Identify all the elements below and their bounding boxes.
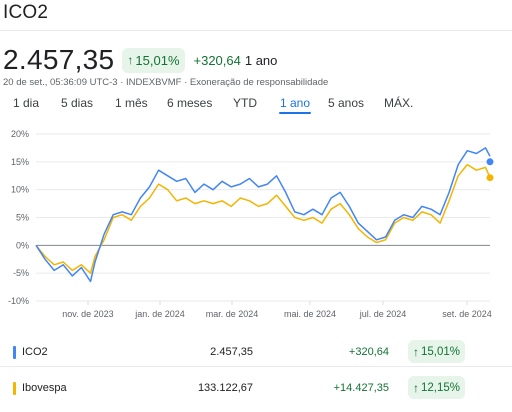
comparison-change-pct-badge: ↑ 15,01%	[408, 340, 466, 363]
x-tick-label: nov. de 2023	[62, 309, 113, 319]
x-tick-label: jan. de 2024	[134, 309, 185, 319]
comparison-change-abs: +320,64	[348, 346, 389, 358]
change-period: 1 ano	[244, 52, 278, 68]
chart-series	[35, 147, 494, 283]
comparison-change-pct-badge: ↑ 12,15%	[408, 376, 466, 399]
x-tick-label: jul. de 2024	[359, 309, 407, 319]
x-tick-label: mai. de 2024	[284, 309, 336, 319]
y-tick-label: 20%	[11, 129, 29, 139]
tab-6-months[interactable]: 6 meses	[167, 96, 213, 110]
tab-max[interactable]: MÁX.	[384, 96, 414, 110]
x-tick-label: set. de 2024	[442, 309, 492, 319]
y-tick-label: 15%	[11, 157, 29, 167]
tab-5-days[interactable]: 5 dias	[61, 96, 94, 110]
quote-summary: 2.457,35 ↑ 15,01% +320,64 1 ano	[3, 44, 277, 76]
change-pct-badge: ↑ 15,01%	[122, 47, 185, 73]
range-tabs: 1 dia 5 dias 1 mês 6 meses YTD 1 ano 5 a…	[0, 96, 512, 118]
arrow-up-icon: ↑	[413, 380, 419, 395]
series-color-marker	[13, 382, 16, 395]
series-line-ibovespa	[35, 163, 491, 274]
series-end-dot-ibovespa	[486, 174, 494, 182]
change-abs: +320,64	[193, 52, 241, 68]
arrow-up-icon: ↑	[413, 344, 419, 359]
comparison-price: 133.122,67	[197, 382, 253, 394]
comparison-name: Ibovespa	[22, 382, 67, 394]
x-axis: nov. de 2023 jan. de 2024 mar. de 2024 mai.…	[62, 301, 492, 319]
y-tick-label: -5%	[13, 268, 29, 278]
arrow-up-icon: ↑	[127, 53, 134, 67]
tab-ytd[interactable]: YTD	[233, 96, 257, 110]
comparison-row-ibovespa[interactable]: Ibovespa 133.122,67 +14.427,35 ↑ 12,15%	[0, 370, 512, 408]
tab-1-day[interactable]: 1 dia	[13, 96, 40, 110]
tab-5-years[interactable]: 5 anos	[328, 96, 365, 110]
comparison-change-abs: +14.427,35	[333, 382, 389, 394]
y-tick-label: -10%	[8, 296, 29, 306]
y-tick-label: 10%	[11, 185, 29, 195]
tab-1-month[interactable]: 1 mês	[115, 96, 148, 110]
quote-meta: 20 de set., 05:36:09 UTC-3 · INDEXBVMF ·…	[3, 77, 329, 88]
ticker-title: ICO2	[3, 2, 49, 23]
row-divider	[0, 366, 512, 367]
comparison-change-pct: 15,01%	[421, 345, 461, 358]
price-chart[interactable]: 20% 15% 10% 5% 0% -5% -10% nov. de 2023 jan. de…	[0, 124, 512, 330]
comparison-row-ico2[interactable]: ICO2 2.457,35 +320,64 ↑ 15,01%	[0, 334, 512, 372]
chart-grid	[36, 133, 490, 302]
comparison-price: 2.457,35	[210, 346, 253, 358]
series-color-marker	[13, 346, 16, 359]
y-tick-label: 5%	[16, 213, 29, 223]
series-line-ico2	[35, 147, 491, 283]
y-tick-label: 0%	[16, 240, 29, 250]
current-price: 2.457,35	[3, 44, 115, 75]
x-tick-label: mar. de 2024	[206, 309, 259, 319]
tab-1-year[interactable]: 1 ano	[278, 96, 312, 114]
y-axis: 20% 15% 10% 5% 0% -5% -10%	[8, 129, 29, 306]
comparison-name: ICO2	[22, 346, 48, 358]
comparison-change-pct: 12,15%	[421, 381, 461, 394]
header-divider	[0, 30, 512, 31]
change-pct: 15,01%	[135, 52, 180, 68]
series-end-dot-ico2	[486, 158, 494, 166]
